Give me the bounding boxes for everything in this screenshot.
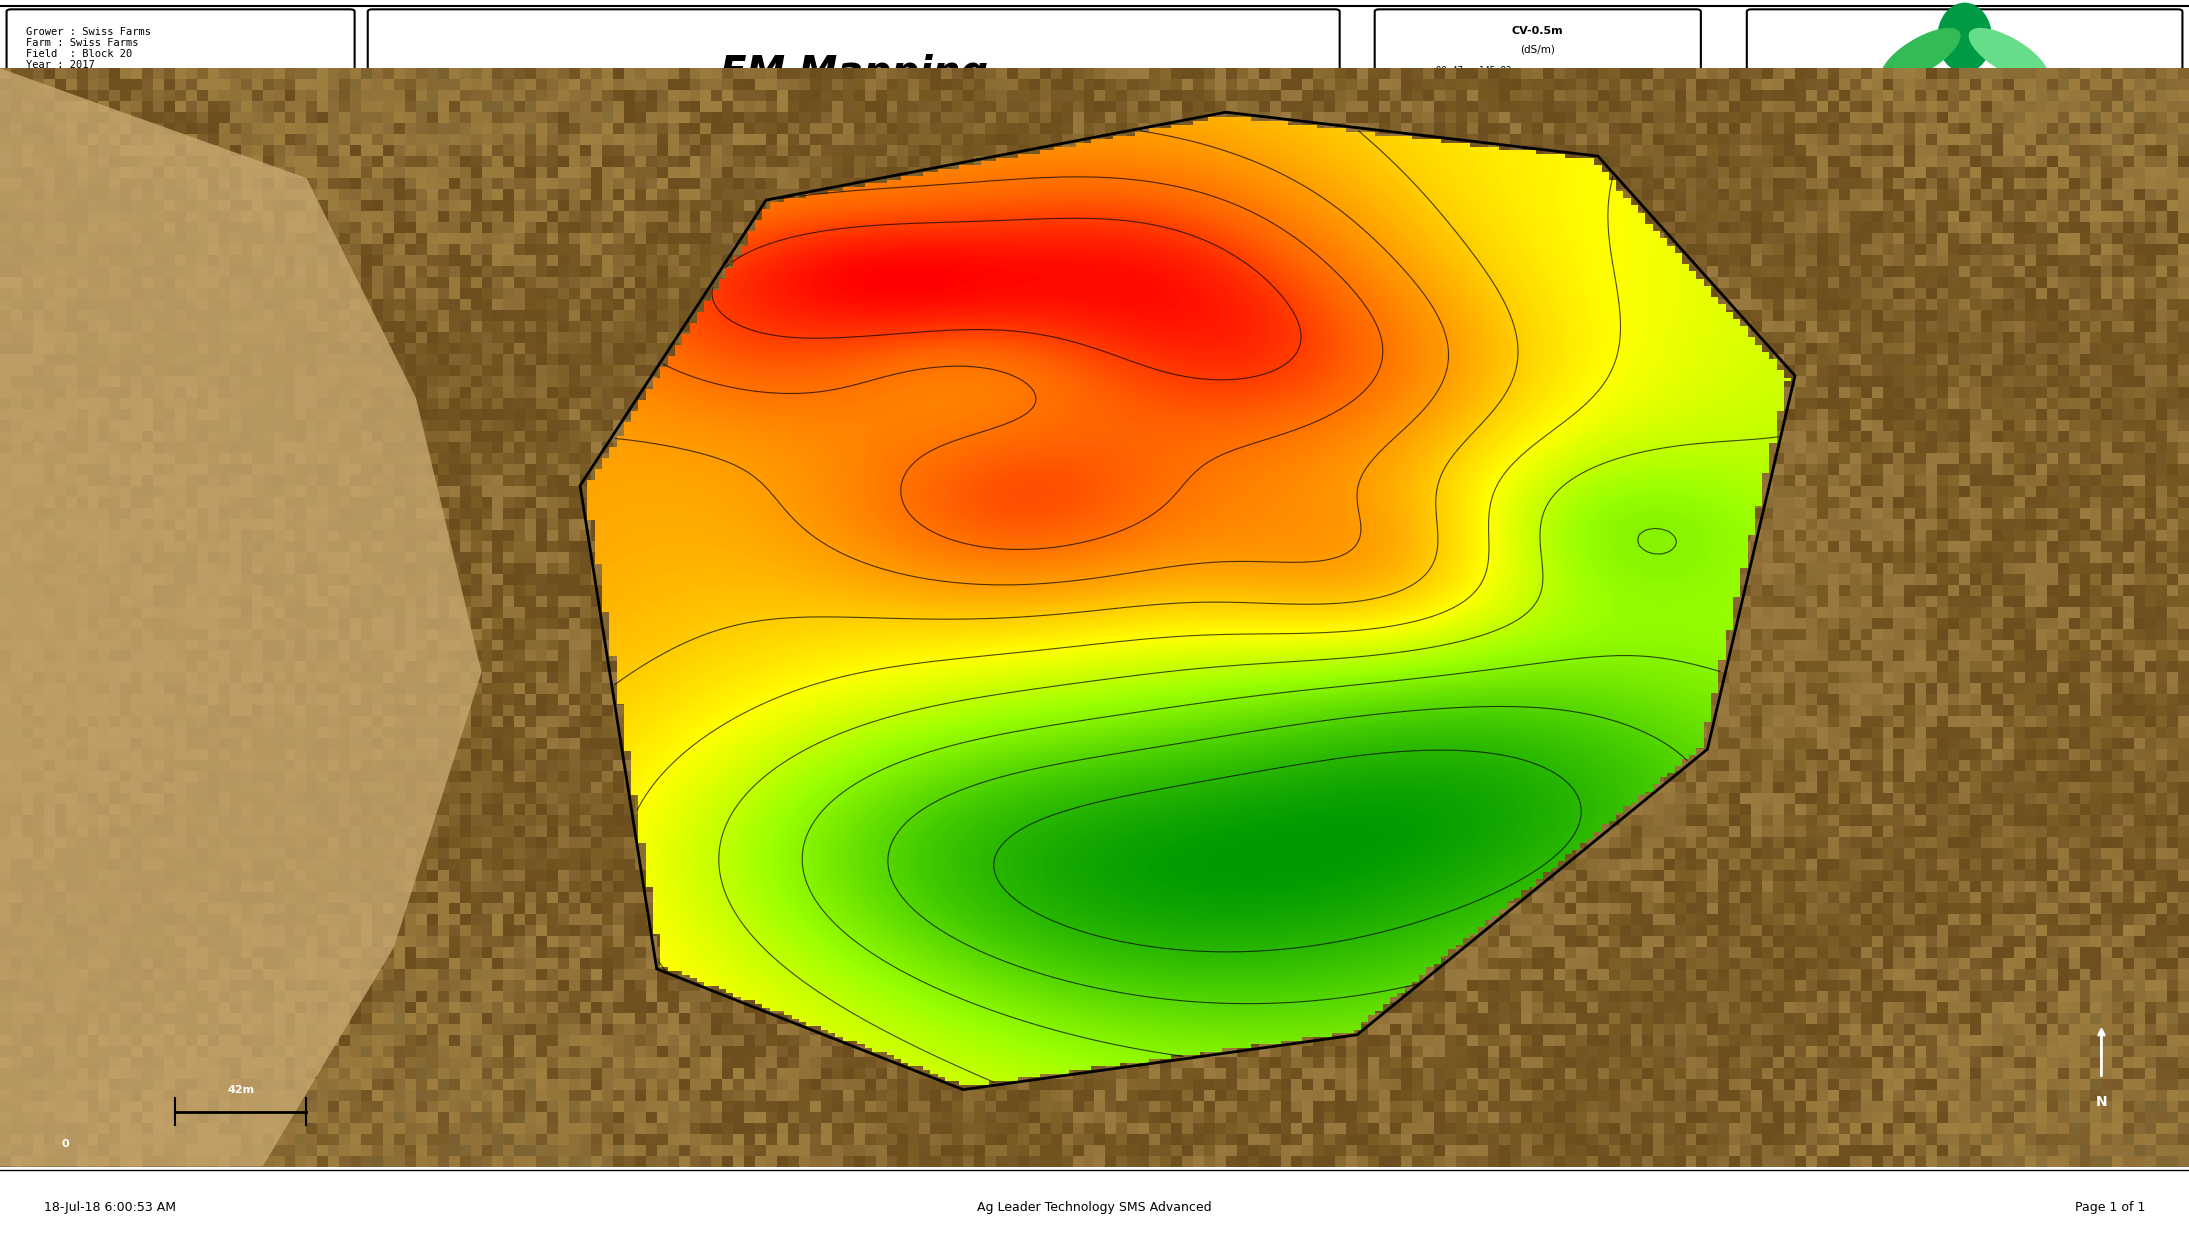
Text: Operation : EM Mapping: Operation : EM Mapping: [26, 71, 164, 81]
Text: 76.87 -  90.47: 76.87 - 90.47: [1436, 74, 1510, 83]
Polygon shape: [0, 68, 482, 1167]
Text: 15.84 -  28.31: 15.84 - 28.31: [1436, 117, 1510, 125]
Ellipse shape: [1968, 27, 2049, 82]
Text: 46.11 -  57.07: 46.11 - 57.07: [1436, 91, 1510, 101]
Text: Crop / Product : EM 38 Mk2: Crop / Product : EM 38 Mk2: [26, 82, 188, 92]
Text: Area : 0.00 ha: Area : 0.00 ha: [26, 104, 114, 114]
FancyBboxPatch shape: [368, 10, 1340, 137]
FancyBboxPatch shape: [1747, 10, 2182, 137]
Text: 32.30 -  46.11: 32.30 - 46.11: [1436, 99, 1510, 108]
Text: Op. Instance : Instance - 1: Op. Instance : Instance - 1: [26, 93, 195, 103]
Bar: [1390, 96, 1429, 98]
Bar: [0, 0, 2189, 140]
Text: Field  : Block 20: Field : Block 20: [26, 48, 134, 60]
FancyBboxPatch shape: [7, 10, 355, 137]
Text: Grower : Swiss Farms: Grower : Swiss Farms: [26, 27, 151, 37]
Ellipse shape: [1937, 2, 1992, 73]
Bar: [1390, 120, 1429, 123]
Text: 0: 0: [61, 1139, 70, 1149]
Bar: [1390, 78, 1429, 81]
Ellipse shape: [1880, 27, 1961, 82]
Text: 42m: 42m: [228, 1085, 254, 1095]
Bar: [1390, 69, 1429, 72]
Text: (dS/m): (dS/m): [1521, 45, 1554, 55]
Text: CV-0.5m: CV-0.5m: [1513, 26, 1563, 36]
Text: Farm : Swiss Farms: Farm : Swiss Farms: [26, 38, 138, 48]
Text: EM Mapping: EM Mapping: [720, 53, 987, 92]
Bar: [1390, 103, 1429, 105]
Text: FARMACIST: FARMACIST: [1915, 104, 2014, 119]
Text: N: N: [2095, 1095, 2108, 1109]
Text: Page 1 of 1: Page 1 of 1: [2075, 1201, 2145, 1214]
Text: 18-Jul-18 6:00:53 AM: 18-Jul-18 6:00:53 AM: [44, 1201, 175, 1214]
Text: Length : 0.00 m: Length : 0.00 m: [26, 115, 120, 125]
Text: 57.07 -  76.87: 57.07 - 76.87: [1436, 83, 1510, 92]
Text: 90.47 - 145.82: 90.47 - 145.82: [1436, 66, 1510, 76]
Text: Ag Leader Technology SMS Advanced: Ag Leader Technology SMS Advanced: [976, 1201, 1213, 1214]
Bar: [1390, 87, 1429, 89]
Text: 28.31 -  32.30: 28.31 - 32.30: [1436, 108, 1510, 117]
Bar: [1390, 112, 1429, 114]
Text: Year : 2017: Year : 2017: [26, 60, 94, 69]
Text: Count : 17779: Count : 17779: [26, 127, 107, 137]
FancyBboxPatch shape: [1375, 10, 1701, 137]
